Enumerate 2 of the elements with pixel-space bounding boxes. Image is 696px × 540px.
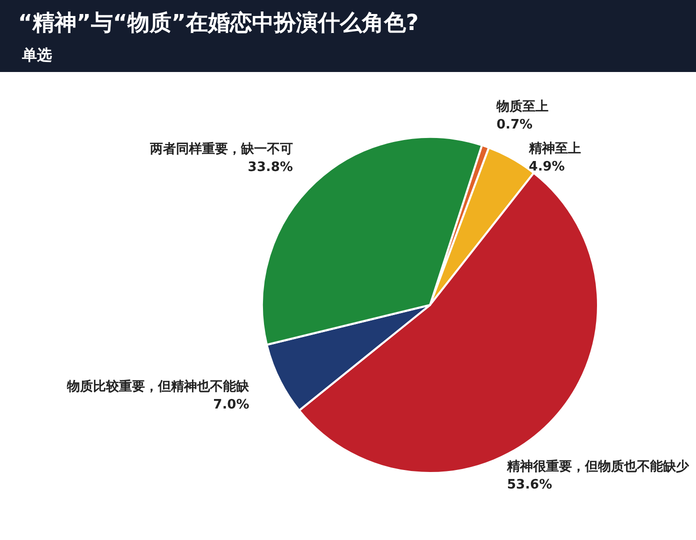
chart-title: “精神”与“物质”在婚恋中扮演什么角色?	[18, 10, 419, 36]
chart-subtitle: 单选	[21, 46, 52, 64]
